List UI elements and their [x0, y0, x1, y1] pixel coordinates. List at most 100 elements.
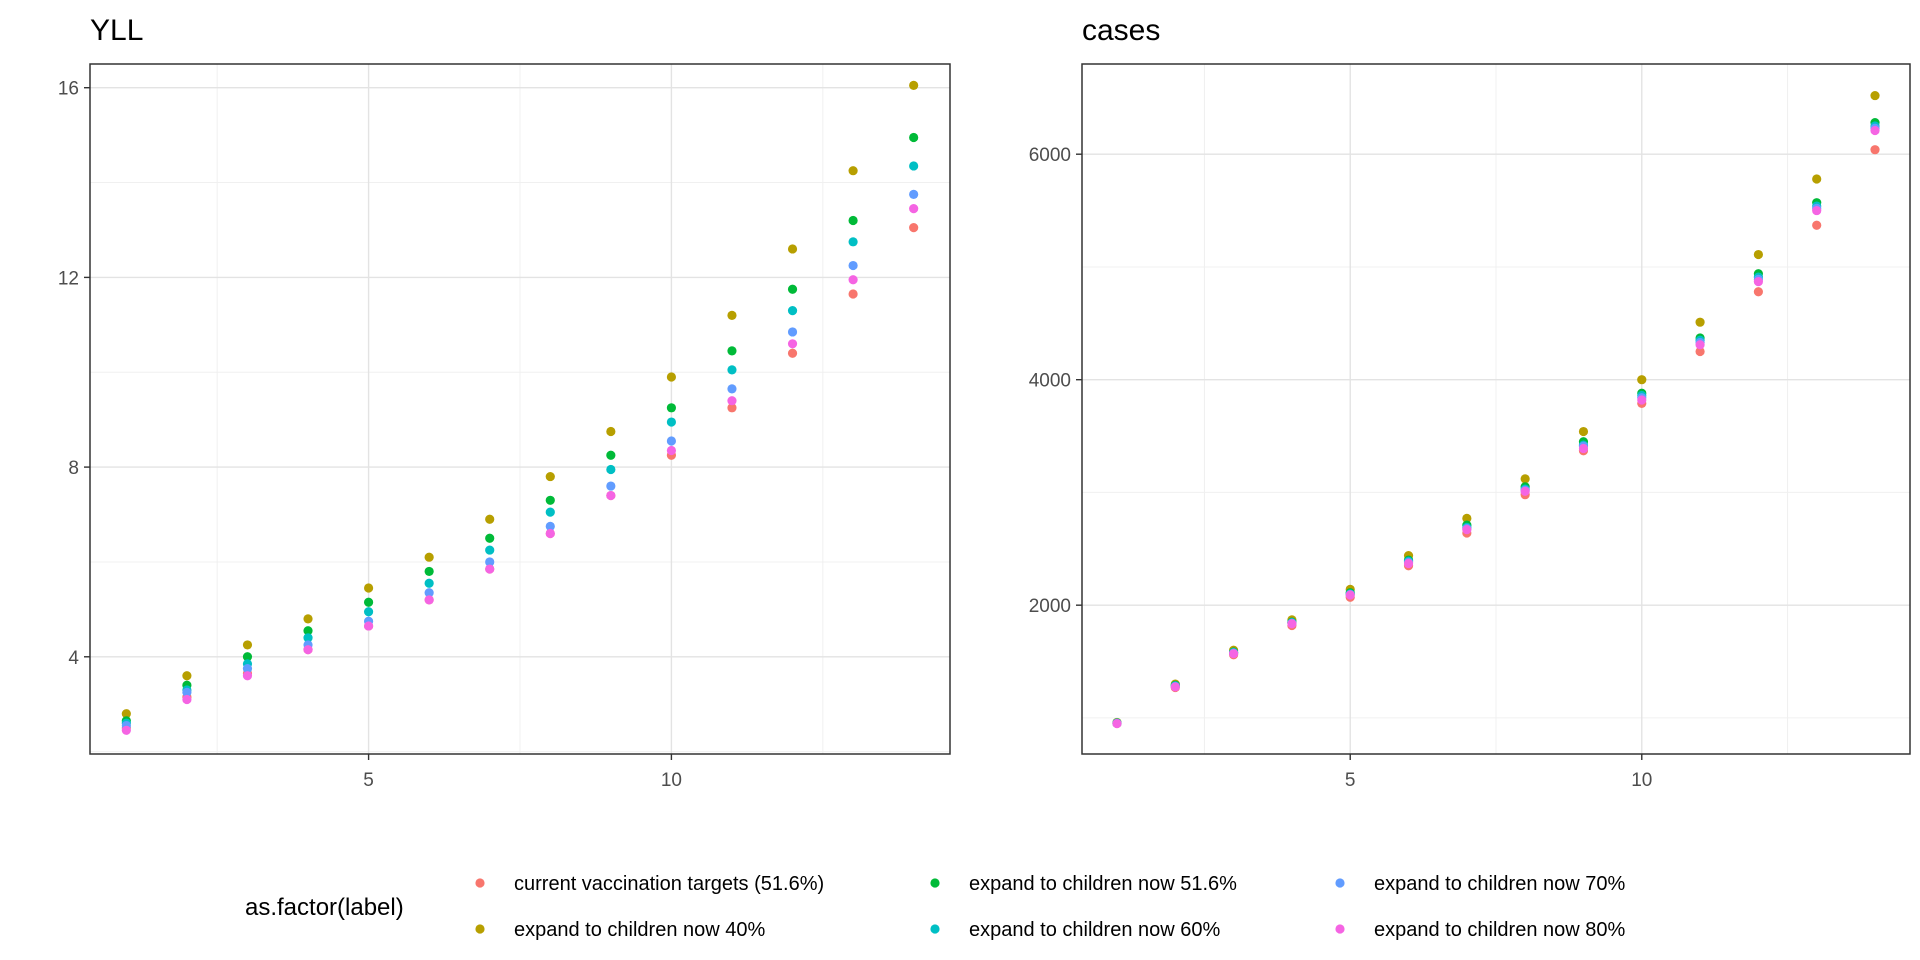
series-5: [121, 204, 919, 735]
panel-title: YLL: [90, 14, 143, 47]
data-point: [1520, 486, 1530, 496]
data-point: [848, 166, 858, 176]
data-point: [545, 521, 555, 531]
data-point: [485, 545, 495, 555]
data-point: [424, 552, 434, 562]
data-point: [485, 514, 495, 524]
data-point: [1170, 682, 1180, 692]
data-point: [424, 578, 434, 588]
data-point: [1753, 287, 1763, 297]
data-point: [242, 640, 253, 650]
data-point: [787, 305, 798, 316]
data-point: [1637, 375, 1647, 385]
data-point: [909, 189, 919, 200]
data-point: [545, 471, 555, 482]
data-point: [1462, 513, 1472, 523]
data-point: [909, 80, 919, 90]
data-point: [606, 450, 616, 460]
legend-item: expand to children now 40%: [475, 919, 765, 941]
data-point: [606, 426, 616, 437]
data-point: [424, 566, 434, 577]
data-point: [666, 417, 677, 427]
data-point: [787, 327, 798, 337]
y-tick-label: 4: [68, 648, 79, 669]
data-point: [727, 396, 737, 406]
data-point: [666, 372, 677, 382]
data-point: [848, 260, 858, 271]
legend-title: as.factor(label): [245, 894, 404, 921]
y-tick-label: 12: [58, 268, 79, 289]
data-point: [424, 595, 434, 605]
series-4: [121, 189, 919, 731]
data-point: [1695, 317, 1705, 327]
legend: as.factor(label) current vaccination targ…: [245, 873, 1625, 941]
data-point: [787, 348, 798, 358]
legend-label: expand to children now 60%: [969, 919, 1220, 941]
data-point: [1637, 395, 1647, 405]
data-point: [848, 215, 858, 226]
data-point: [1753, 276, 1763, 287]
data-point: [363, 583, 374, 593]
data-point: [485, 557, 495, 567]
data-point: [1462, 525, 1472, 535]
data-point: [787, 244, 798, 254]
y-tick-label: 6000: [1029, 145, 1071, 166]
legend-item: expand to children now 70%: [1335, 873, 1625, 895]
data-point: [727, 403, 737, 413]
data-point: [545, 495, 555, 505]
data-point: [1870, 145, 1880, 155]
legend-label: expand to children now 51.6%: [969, 873, 1237, 895]
data-point: [1870, 90, 1880, 101]
panel-border: [89, 63, 951, 755]
data-point: [1287, 619, 1297, 629]
data-point: [1345, 590, 1355, 600]
data-point: [606, 481, 616, 491]
data-point: [787, 339, 798, 349]
legend-key: [1335, 878, 1345, 888]
data-point: [182, 694, 192, 705]
data-point: [787, 284, 798, 294]
data-point: [1870, 125, 1880, 136]
data-point: [242, 652, 253, 662]
legend-key: [930, 878, 940, 888]
data-point: [666, 445, 677, 456]
data-point: [666, 436, 677, 446]
y-tick-label: 8: [68, 458, 79, 479]
data-point: [303, 614, 313, 624]
data-point: [727, 310, 737, 320]
panel-border: [1081, 63, 1911, 755]
series-1: [121, 80, 919, 719]
x-tick-label: 10: [661, 770, 682, 791]
data-point: [303, 626, 313, 636]
data-point: [1812, 220, 1822, 230]
y-tick-label: 4000: [1029, 371, 1071, 392]
legend-label: expand to children now 80%: [1374, 919, 1625, 941]
data-point: [1578, 426, 1589, 437]
legend-label: expand to children now 70%: [1374, 873, 1625, 895]
data-point: [1403, 558, 1414, 569]
data-point: [1753, 249, 1763, 260]
data-point: [848, 275, 858, 285]
legend-label: current vaccination targets (51.6%): [514, 873, 824, 895]
legend-key: [475, 924, 485, 934]
legend-key: [475, 878, 485, 888]
legend-key: [1335, 924, 1345, 934]
panel-cases: 5 10 2000 4000 6000 cases: [1029, 14, 1911, 791]
data-point: [303, 645, 313, 655]
data-point: [545, 528, 555, 539]
data-point: [727, 384, 737, 394]
data-point: [727, 365, 737, 375]
data-point: [848, 289, 858, 299]
panel-title: cases: [1082, 14, 1160, 47]
legend-item: expand to children now 80%: [1335, 919, 1625, 941]
data-point: [848, 237, 858, 247]
legend-label: expand to children now 40%: [514, 919, 765, 941]
data-point: [727, 346, 737, 356]
x-tick-label: 5: [363, 770, 374, 791]
y-tick-label: 2000: [1029, 596, 1071, 617]
data-point: [1695, 346, 1705, 357]
data-point: [182, 687, 192, 697]
data-point: [1695, 340, 1705, 350]
